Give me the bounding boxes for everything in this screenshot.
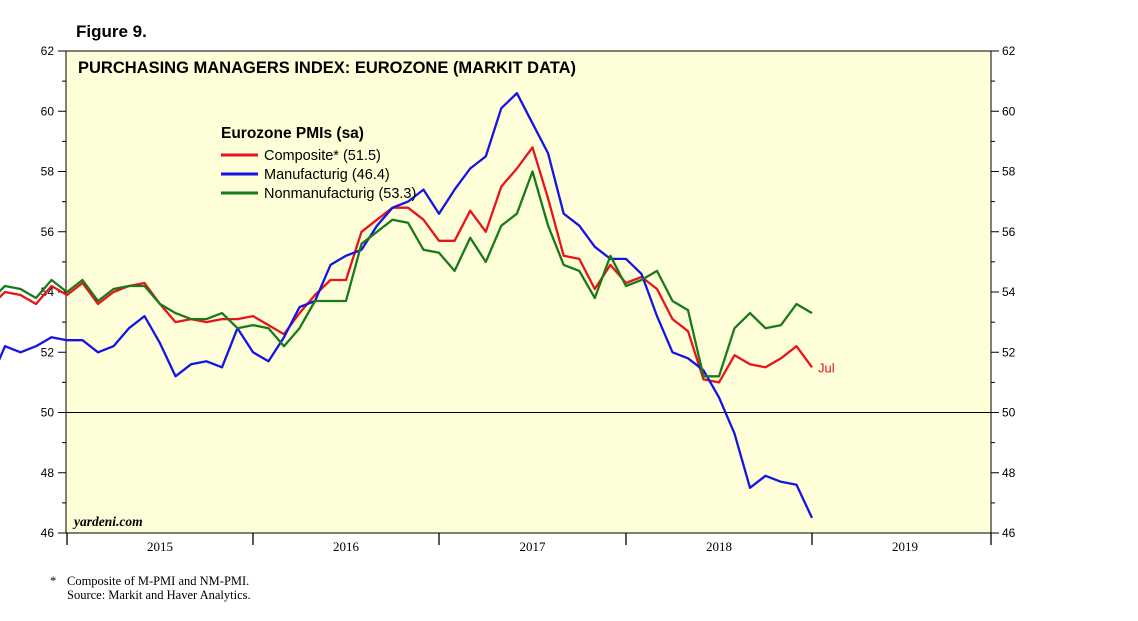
y-tick-label-left: 50 — [41, 406, 55, 420]
y-tick-label-right: 62 — [1002, 44, 1016, 58]
y-tick-label-right: 58 — [1002, 165, 1016, 179]
legend-title: Eurozone PMIs (sa) — [221, 125, 364, 142]
y-tick-label-right: 46 — [1002, 526, 1016, 540]
x-year-label: 2017 — [520, 539, 547, 554]
series-line-nonmanufacturig — [0, 170, 813, 378]
end-label-jul: Jul — [818, 360, 835, 375]
y-tick-label-left: 58 — [41, 165, 55, 179]
y-tick-label-right: 54 — [1002, 285, 1016, 299]
y-tick-label-right: 56 — [1002, 225, 1016, 239]
legend-entry: Manufacturig (46.4) — [264, 167, 390, 183]
y-tick-label-left: 46 — [41, 526, 55, 540]
footnote-line-2: Source: Markit and Haver Analytics. — [50, 588, 251, 602]
x-year-label: 2019 — [892, 539, 918, 554]
y-tick-label-right: 52 — [1002, 345, 1016, 359]
legend-entry: Composite* (51.5) — [264, 148, 381, 164]
footnote-marker: * — [50, 574, 57, 588]
y-tick-label-left: 60 — [41, 104, 55, 118]
footnote: * Composite of M-PMI and NM-PMI. Source: … — [50, 574, 251, 602]
footnote-line-1: * Composite of M-PMI and NM-PMI. — [50, 574, 251, 588]
y-tick-label-left: 62 — [41, 44, 55, 58]
series-line-manufacturig — [0, 92, 814, 519]
x-year-label: 2015 — [147, 539, 173, 554]
figure-label: Figure 9. — [76, 22, 147, 41]
y-tick-label-left: 52 — [41, 345, 55, 359]
series-lines — [0, 92, 814, 519]
watermark: yardeni.com — [72, 514, 143, 529]
y-tick-label-left: 56 — [41, 225, 55, 239]
y-tick-label-right: 60 — [1002, 104, 1016, 118]
footnote-text-1: Composite of M-PMI and NM-PMI. — [67, 574, 250, 588]
x-year-label: 2018 — [706, 539, 732, 554]
y-tick-label-left: 48 — [41, 466, 55, 480]
plot-background — [65, 50, 992, 534]
y-tick-label-right: 48 — [1002, 466, 1016, 480]
y-tick-label-right: 50 — [1002, 406, 1016, 420]
legend: Eurozone PMIs (sa) Composite* (51.5) Manu… — [221, 125, 416, 202]
legend-entry: Nonmanufacturig (53.3) — [264, 186, 416, 202]
footnote-text-2: Source: Markit and Haver Analytics. — [67, 588, 251, 602]
chart-title: PURCHASING MANAGERS INDEX: EUROZONE (MAR… — [78, 59, 576, 77]
x-year-label: 2016 — [333, 539, 360, 554]
